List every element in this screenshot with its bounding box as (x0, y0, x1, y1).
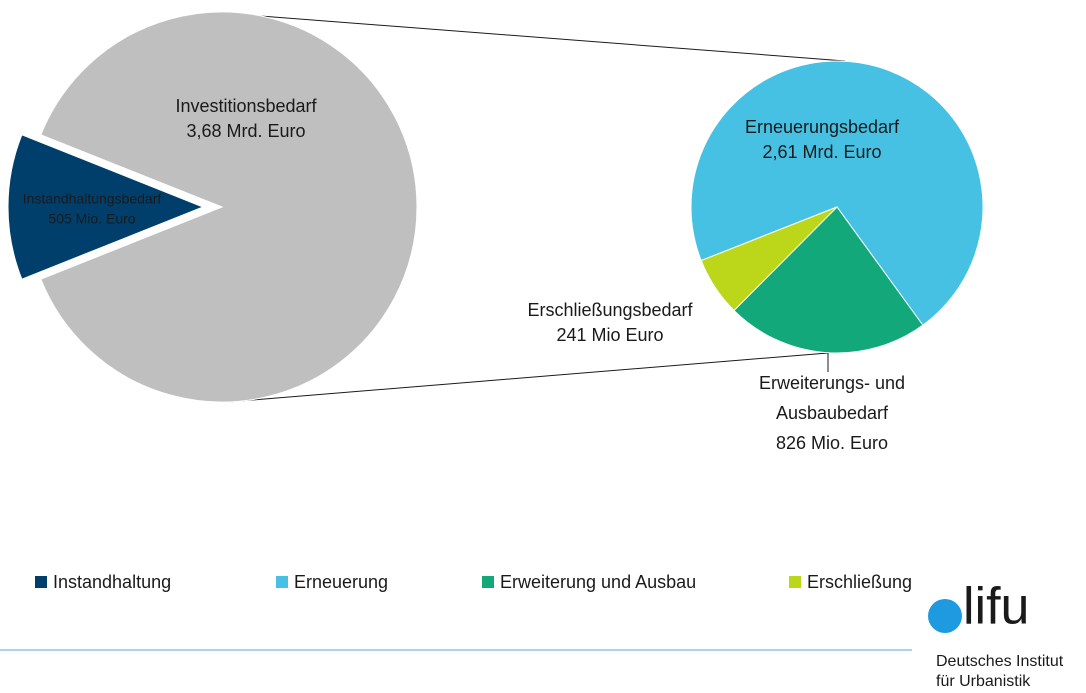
logo-dot (928, 599, 962, 633)
logo-mark: lifu (963, 578, 1029, 636)
legend-label: Erneuerung (294, 572, 388, 592)
slice-value-label: 2,61 Mrd. Euro (762, 142, 881, 162)
slice-label: Erschließungsbedarf (527, 300, 693, 320)
pie-slice (700, 206, 838, 312)
slice-label: Instandhaltungsbedarf (23, 191, 162, 207)
logo-line: Deutsches Institut (936, 653, 1064, 670)
legend-label: Erweiterung und Ausbau (500, 572, 696, 592)
slice-value-label: 826 Mio. Euro (776, 433, 888, 453)
connector-line (221, 12, 846, 62)
connector-line (227, 352, 829, 403)
legend-swatch (276, 576, 288, 588)
logo-line: für Urbanistik (936, 673, 1031, 690)
slice-label: Erweiterungs- und Ausbaubedarf (759, 373, 905, 423)
slice-value-label: 241 Mio Euro (556, 325, 663, 345)
pie-slice (690, 60, 984, 326)
pie-slice (7, 134, 205, 280)
legend-swatch (789, 576, 801, 588)
slice-value-label: 505 Mio. Euro (48, 210, 135, 226)
slice-label: Investitionsbedarf (175, 96, 317, 116)
slice-value-label: 3,68 Mrd. Euro (186, 121, 305, 141)
legend-label: Erschließung (807, 572, 912, 592)
legend-swatch (482, 576, 494, 588)
slice-label: Erneuerungsbedarf (745, 117, 900, 137)
legend-label: Instandhaltung (53, 572, 171, 592)
pie-slice (40, 11, 418, 403)
legend-swatch (35, 576, 47, 588)
pie-slice (733, 206, 924, 354)
